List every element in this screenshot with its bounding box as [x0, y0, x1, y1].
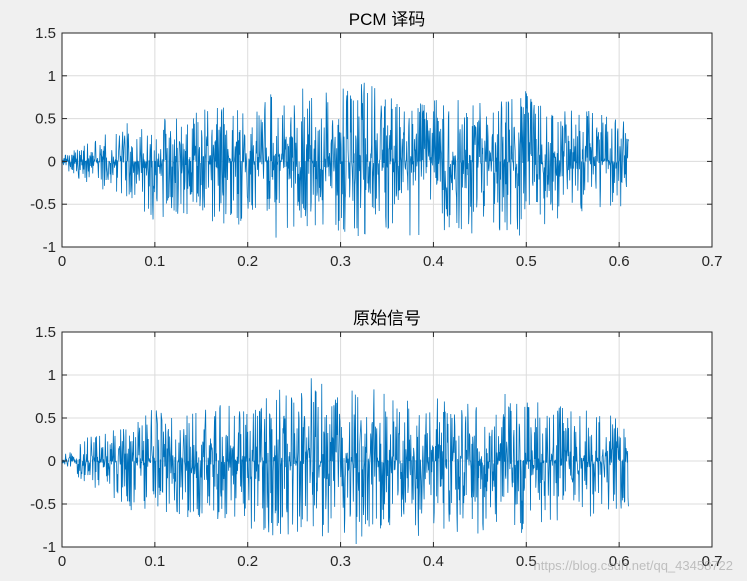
x-tick-label: 0.7	[702, 253, 723, 270]
y-tick-label: 0.5	[35, 410, 56, 427]
y-tick-label: 0	[48, 153, 56, 170]
x-tick-label: 0.7	[702, 553, 723, 570]
x-tick-label: 0.5	[516, 253, 537, 270]
y-tick-label: -0.5	[30, 496, 56, 513]
y-tick-label: 1.5	[35, 324, 56, 341]
y-tick-label: 1.5	[35, 25, 56, 42]
y-tick-label: 0.5	[35, 111, 56, 128]
axes-box	[61, 331, 713, 548]
chart-title: 原始信号	[353, 309, 421, 328]
subplot-top: 0 0.1 0.2 0.3 0.4 0.5 0.6 0.7 -1 -0.5 0 0.5 1 1.5 PCM …	[30, 10, 722, 270]
chart-title: PCM 译码	[349, 10, 426, 29]
series-line	[61, 82, 629, 238]
x-tick-label: 0.4	[423, 253, 444, 270]
y-tick-label: 1	[48, 68, 56, 85]
watermark-text: https://blog.csdn.net/qq_43458722	[533, 558, 734, 573]
plot-area	[62, 33, 712, 247]
x-tick-label: 0.4	[423, 553, 444, 570]
x-tick-label: 0.6	[609, 253, 630, 270]
subplot-bottom: 0 0.1 0.2 0.3 0.4 0.5 0.6 0.7 -1 -0.5 0 0.5 1 1.5 原始信号	[30, 309, 722, 570]
y-tick-label: 1	[48, 367, 56, 384]
x-tick-label: 0.6	[609, 553, 630, 570]
x-tick-label: 0.1	[144, 253, 165, 270]
axes-box	[61, 32, 713, 248]
x-tick-label: 0.3	[330, 253, 351, 270]
x-tick-label: 0	[58, 253, 66, 270]
x-tick-label: 0.2	[237, 253, 258, 270]
x-tick-label: 0	[58, 553, 66, 570]
x-tick-label: 0.3	[330, 553, 351, 570]
series-line	[61, 378, 629, 544]
y-tick-label: -0.5	[30, 196, 56, 213]
y-tick-label: -1	[43, 539, 56, 556]
x-tick-label: 0.1	[144, 553, 165, 570]
x-tick-label: 0.5	[516, 553, 537, 570]
x-tick-label: 0.2	[237, 553, 258, 570]
y-tick-label: -1	[43, 239, 56, 256]
y-tick-label: 0	[48, 453, 56, 470]
